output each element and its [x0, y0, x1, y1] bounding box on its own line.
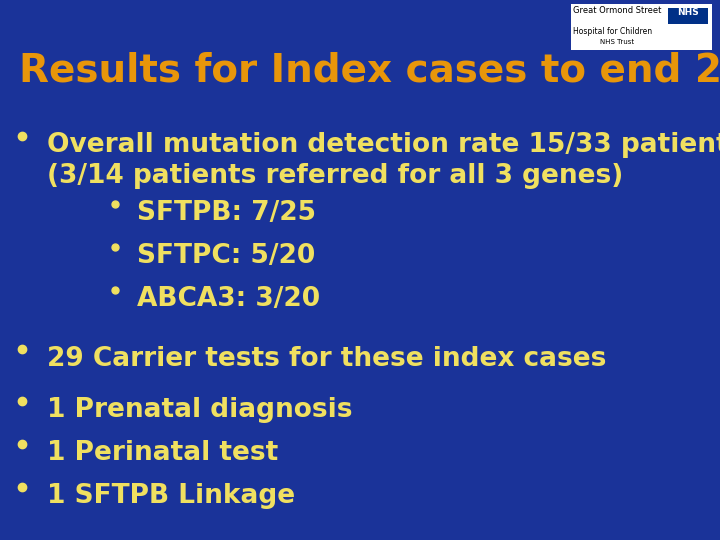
Text: Hospital for Children: Hospital for Children: [573, 27, 652, 36]
Text: 1 Perinatal test: 1 Perinatal test: [47, 440, 278, 466]
Text: 29 Carrier tests for these index cases: 29 Carrier tests for these index cases: [47, 346, 606, 372]
Text: SFTPB: 7/25: SFTPB: 7/25: [137, 200, 316, 226]
Text: NHS: NHS: [677, 8, 699, 17]
Text: 1 SFTPB Linkage: 1 SFTPB Linkage: [47, 483, 295, 509]
Text: NHS Trust: NHS Trust: [600, 39, 634, 45]
Text: Results for Index cases to end 2007: Results for Index cases to end 2007: [19, 51, 720, 89]
Text: ABCA3: 3/20: ABCA3: 3/20: [137, 286, 320, 312]
Text: Great Ormond Street: Great Ormond Street: [573, 6, 662, 16]
Text: Overall mutation detection rate 15/33 patients
(3/14 patients referred for all 3: Overall mutation detection rate 15/33 pa…: [47, 132, 720, 190]
Bar: [571, 4, 712, 50]
Bar: [668, 8, 708, 24]
Text: SFTPC: 5/20: SFTPC: 5/20: [137, 243, 315, 269]
Text: 1 Prenatal diagnosis: 1 Prenatal diagnosis: [47, 397, 352, 423]
